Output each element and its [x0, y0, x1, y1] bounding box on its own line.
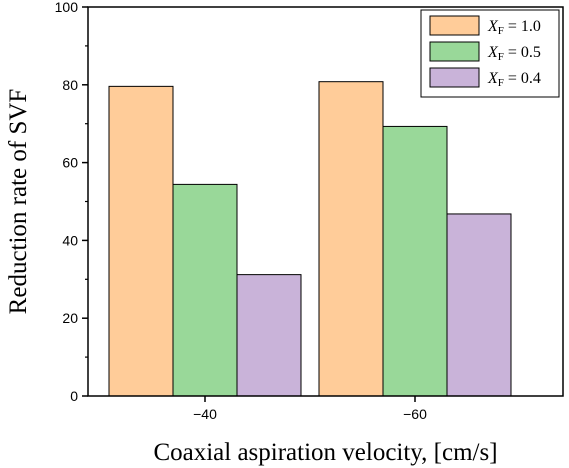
bar-series-0-cat-1 [318, 81, 384, 397]
legend-swatch [429, 41, 480, 62]
x-axis: −40 −60 [193, 396, 427, 422]
legend-label: XF = 1.0 [487, 18, 541, 37]
legend: XF = 1.0 XF = 0.5 XF = 0.4 [420, 9, 560, 98]
y-tick-label: 60 [62, 155, 78, 171]
y-tick-label: 40 [62, 232, 78, 248]
legend-label: XF = 0.4 [487, 70, 541, 89]
bars-group [108, 81, 512, 397]
x-axis-label: Coaxial aspiration velocity, [cm/s] [153, 439, 497, 466]
legend-label: XF = 0.5 [487, 44, 541, 63]
y-tick-label: 20 [62, 310, 78, 326]
legend-swatch [429, 67, 480, 88]
y-axis-label: Reduction rate of SVF [5, 89, 32, 315]
bar-series-0-cat-0 [108, 85, 174, 397]
y-tick-label: 0 [70, 388, 78, 404]
bar-series-1-cat-0 [172, 183, 238, 397]
bar-series-2-cat-0 [236, 274, 302, 397]
y-tick-label: 100 [55, 0, 79, 15]
x-tick-label: −60 [403, 406, 427, 422]
y-axis: 0 20 40 60 80 100 [55, 0, 88, 404]
bar-series-2-cat-1 [446, 213, 512, 397]
y-tick-label: 80 [62, 77, 78, 93]
bar-series-1-cat-1 [382, 125, 448, 397]
x-tick-label: −40 [193, 406, 217, 422]
legend-swatch [429, 15, 480, 36]
